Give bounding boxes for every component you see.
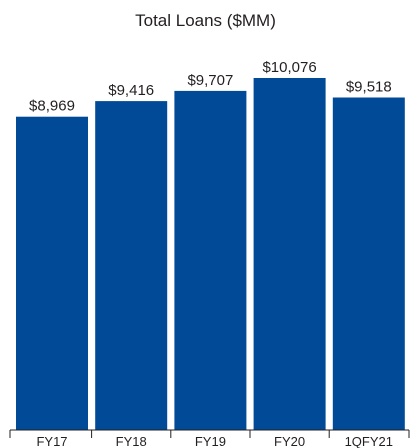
x-tick-label-fy20: FY20: [274, 434, 305, 448]
bar-fy19: [174, 90, 247, 431]
data-label-fy19: $9,707: [187, 72, 233, 89]
data-label-fy17: $8,969: [29, 98, 75, 115]
x-tick-label-fy17: FY17: [36, 434, 67, 448]
x-tick-label-1qfy21: 1QFY21: [345, 434, 393, 448]
x-tick-label-fy18: FY18: [116, 434, 147, 448]
data-label-1qfy21: $9,518: [346, 79, 392, 96]
bar-fy20: [253, 78, 326, 430]
bar-fy17: [16, 116, 88, 430]
x-tick-label-fy19: FY19: [195, 434, 226, 448]
data-label-fy20: $10,076: [262, 59, 316, 76]
bars-group: [16, 78, 405, 431]
x-ticks-group: FY17 FY18 FY19 FY20 1QFY21: [9, 430, 410, 448]
data-label-fy18: $9,416: [108, 82, 154, 99]
data-labels-group: $8,969 $9,416 $9,707 $10,076 $9,518: [29, 59, 392, 115]
chart-title: Total Loans ($MM): [135, 11, 276, 30]
bar-fy18: [95, 101, 168, 430]
bar-1qfy21: [332, 97, 405, 430]
